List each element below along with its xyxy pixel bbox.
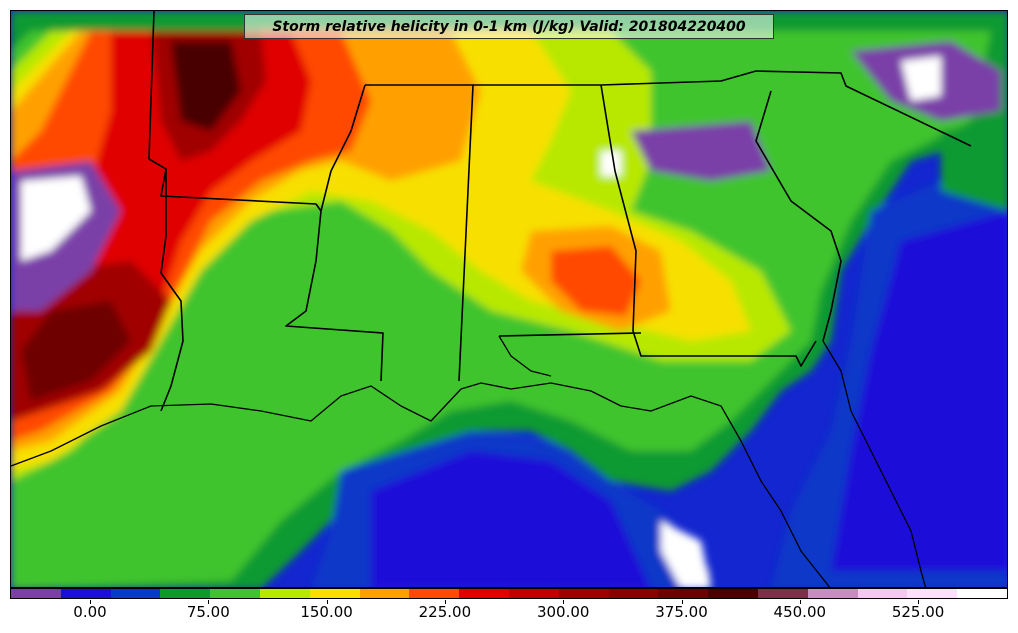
colorbar <box>10 588 1008 599</box>
colorbar-segment <box>409 589 460 598</box>
colorbar-tick <box>90 600 91 604</box>
colorbar-segment <box>558 589 609 598</box>
colorbar-segment <box>210 589 260 598</box>
colorbar-segment <box>608 589 659 598</box>
helicity-map <box>11 11 1007 587</box>
map-panel <box>10 10 1008 588</box>
colorbar-tick <box>563 600 565 604</box>
colorbar-segment <box>60 589 111 598</box>
colorbar-label: 300.00 <box>536 603 590 621</box>
colorbar-label: 75.00 <box>186 603 230 621</box>
colorbar-segment <box>508 589 559 598</box>
colorbar-segment <box>658 589 709 598</box>
colorbar-label: 375.00 <box>655 603 708 621</box>
colorbar-segment <box>907 589 958 598</box>
colorbar-segment <box>11 589 61 598</box>
colorbar-label: 225.00 <box>418 603 472 621</box>
colorbar-segment <box>110 589 161 598</box>
colorbar-tick <box>326 600 328 604</box>
colorbar-segment <box>807 589 858 598</box>
colorbar-segment <box>309 589 360 598</box>
map-title: Storm relative helicity in 0-1 km (J/kg)… <box>244 14 774 39</box>
colorbar-label: 450.00 <box>773 603 827 621</box>
colorbar-label: 0.00 <box>73 603 107 621</box>
colorbar-label: 525.00 <box>891 603 945 621</box>
colorbar-segment <box>359 589 410 598</box>
colorbar-segment <box>708 589 758 598</box>
colorbar-segment <box>857 589 908 598</box>
colorbar-segment <box>757 589 808 598</box>
colorbar-tick <box>799 600 801 604</box>
colorbar-tick <box>918 600 920 604</box>
colorbar-segment <box>259 589 310 598</box>
colorbar-segment <box>459 589 509 598</box>
colorbar-tick <box>681 600 683 604</box>
colorbar-labels: 0.00 75.00 150.00 225.00 300.00 375.00 450.00 5… <box>10 600 1008 624</box>
colorbar-label: 150.00 <box>300 603 353 621</box>
coastline <box>11 335 927 587</box>
colorbar-segment <box>160 589 211 598</box>
colorbar-tick <box>208 600 210 604</box>
helicity-field <box>11 11 1007 587</box>
colorbar-tick <box>444 600 446 604</box>
colorbar-segment <box>957 589 1007 598</box>
state-borders <box>148 11 972 412</box>
